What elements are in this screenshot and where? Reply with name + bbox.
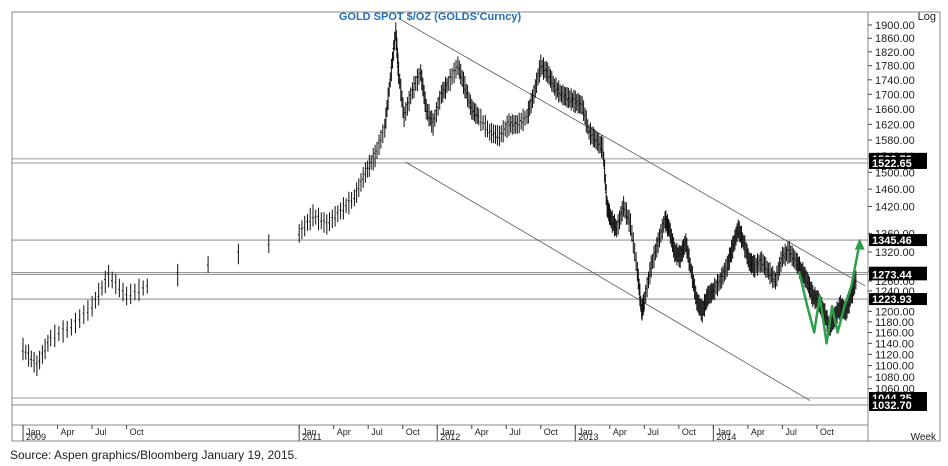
chart-title: GOLD SPOT $/OZ (GOLDS'Curncy) <box>339 11 522 23</box>
y-tick-label: 1500.00 <box>875 167 915 179</box>
x-tick-label: Jan <box>302 427 317 437</box>
y-tick-label: 1460.00 <box>875 184 915 196</box>
x-tick-label: Jan <box>440 427 455 437</box>
y-tick-label: 1200.00 <box>875 306 915 318</box>
price-level-label: 1345.46 <box>872 235 912 247</box>
y-tick-label: 1100.00 <box>875 361 914 373</box>
x-tick-label: Jan <box>26 427 41 437</box>
x-tick-label: Oct <box>130 427 145 437</box>
x-tick-label: Oct <box>682 427 697 437</box>
year-label: 2009 <box>26 432 46 442</box>
x-tick-label: Oct <box>820 427 835 437</box>
price-level-box <box>869 156 927 169</box>
x-axis-panel <box>11 424 869 442</box>
y-tick-label: 1740.00 <box>875 75 915 87</box>
x-tick-label: Jul <box>785 427 797 437</box>
year-label: 2013 <box>578 432 598 442</box>
x-tick-label: Jul <box>509 427 521 437</box>
price-level-label: 1522.65 <box>872 158 912 170</box>
price-level-box <box>869 398 927 411</box>
y-tick-label: 1140.00 <box>875 338 914 350</box>
y-tick-label: 1420.00 <box>875 201 915 213</box>
y-tick-label: 1080.00 <box>875 372 915 384</box>
x-tick-label: Apr <box>61 427 75 437</box>
x-tick-label: Oct <box>406 427 421 437</box>
price-bars <box>21 22 857 376</box>
channel-lower-line <box>405 161 811 401</box>
y-tick-label: 1620.00 <box>875 119 915 131</box>
year-label: 2011 <box>302 432 321 442</box>
price-level-box <box>869 234 927 247</box>
y-tick-label: 1900.00 <box>875 20 915 32</box>
y-tick-label: 1580.00 <box>875 135 915 147</box>
price-level-box <box>869 268 927 281</box>
plot-area <box>11 11 869 426</box>
source-note: Source: Aspen graphics/Bloomberg January… <box>10 448 298 462</box>
y-axis-panel <box>867 11 941 442</box>
y-tick-label: 1320.00 <box>875 247 915 259</box>
y-tick-label: 1820.00 <box>875 47 915 59</box>
x-tick-label: Apr <box>337 427 351 437</box>
price-level-label: 1273.44 <box>872 269 913 281</box>
price-level-box <box>869 293 927 306</box>
price-level-label: 1223.93 <box>872 294 912 306</box>
price-level-label: 1032.70 <box>872 400 912 412</box>
y-tick-label: 1160.00 <box>875 328 914 340</box>
x-tick-label: Apr <box>475 427 489 437</box>
x-scale-label: Week <box>911 432 937 443</box>
y-tick-label: 1660.00 <box>875 104 915 116</box>
x-tick-label: Jul <box>371 427 383 437</box>
y-tick-label: 1780.00 <box>875 61 915 73</box>
x-tick-label: Apr <box>613 427 627 437</box>
year-label: 2012 <box>440 432 460 442</box>
x-tick-label: Jul <box>95 427 107 437</box>
year-label: 2014 <box>716 432 736 442</box>
forecast-path <box>797 242 861 345</box>
y-tick-label: 1180.00 <box>875 317 914 329</box>
y-tick-label: 1120.00 <box>875 349 914 361</box>
x-tick-label: Jul <box>647 427 659 437</box>
channel-upper-line <box>398 18 866 287</box>
x-tick-label: Jan <box>578 427 593 437</box>
y-tick-label: 1700.00 <box>875 89 915 101</box>
forecast-arrowhead <box>854 238 865 250</box>
y-scale-label: Log <box>918 11 936 23</box>
x-tick-label: Oct <box>544 427 559 437</box>
x-tick-label: Apr <box>751 427 765 437</box>
y-tick-label: 1860.00 <box>875 33 915 45</box>
x-tick-label: Jan <box>716 427 731 437</box>
